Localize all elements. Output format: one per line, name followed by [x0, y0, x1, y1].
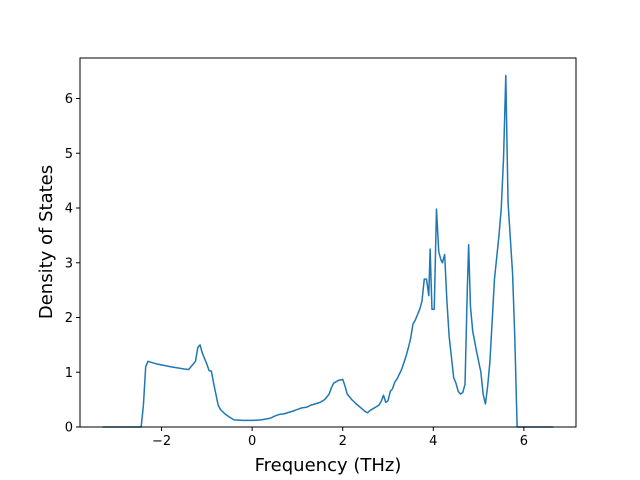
y-tick-label: 0	[65, 421, 73, 436]
y-axis-label: Density of States	[36, 165, 57, 319]
y-tick-label: 3	[65, 256, 73, 271]
x-tick-label: −2	[152, 434, 171, 449]
y-tick-label: 1	[65, 366, 73, 381]
x-tick-label: 0	[248, 434, 256, 449]
y-tick-label: 4	[65, 202, 73, 217]
plot-frame	[79, 57, 577, 428]
x-tick-label: 2	[339, 434, 347, 449]
x-axis-label: Frequency (THz)	[255, 455, 402, 476]
y-tick-label: 6	[65, 92, 73, 107]
data-line	[102, 74, 554, 428]
x-tick-label: 4	[429, 434, 437, 449]
x-tick-label: 6	[520, 434, 528, 449]
y-tick-label: 2	[65, 311, 73, 326]
y-tick-label: 5	[65, 147, 73, 162]
